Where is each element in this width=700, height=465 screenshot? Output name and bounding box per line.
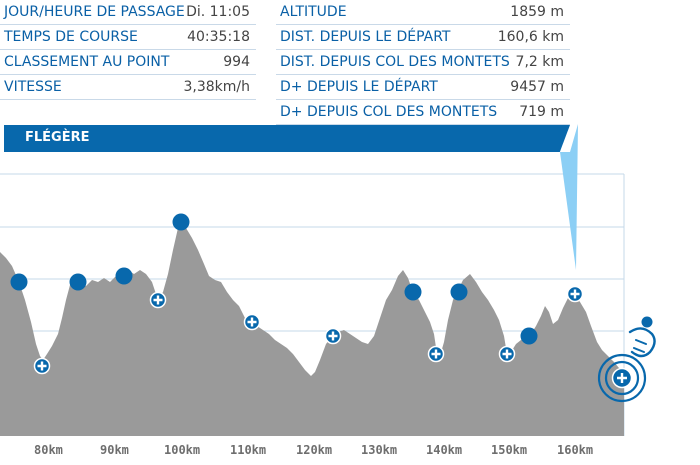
runner-icon xyxy=(628,316,656,358)
x-tick-label: 110km xyxy=(230,443,266,457)
stat-value: Di. 11:05 xyxy=(186,4,250,20)
stat-value: 40:35:18 xyxy=(187,29,250,45)
finish-icon[interactable] xyxy=(597,353,647,403)
aid-station-icon-current[interactable] xyxy=(566,285,584,303)
x-tick-label: 120km xyxy=(296,443,332,457)
stat-row-altitude: ALTITUDE 1859 m xyxy=(276,0,570,25)
x-tick-label: 150km xyxy=(491,443,527,457)
stat-label: CLASSEMENT AU POINT xyxy=(4,54,170,70)
x-tick-label: 160km xyxy=(557,443,593,457)
stat-row-distance-start: DIST. DEPUIS LE DÉPART 160,6 km xyxy=(276,25,570,50)
checkpoint-name: FLÉGÈRE xyxy=(25,130,90,145)
stat-value: 160,6 km xyxy=(497,29,564,45)
stat-row-elevation-gain-col: D+ DEPUIS COL DES MONTETS 719 m xyxy=(276,100,570,125)
stat-value: 994 xyxy=(223,54,250,70)
checkpoint-banner: FLÉGÈRE xyxy=(4,125,570,152)
aid-station-icon[interactable] xyxy=(149,291,167,309)
stats-panel-right: ALTITUDE 1859 m DIST. DEPUIS LE DÉPART 1… xyxy=(276,0,570,125)
checkpoint-markers xyxy=(10,213,584,375)
stats-panel-left: JOUR/HEURE DE PASSAGE Di. 11:05 TEMPS DE… xyxy=(0,0,256,125)
x-tick-label: 90km xyxy=(100,443,129,457)
aid-station-icon[interactable] xyxy=(243,313,261,331)
checkpoint-marker[interactable] xyxy=(10,273,28,291)
stat-value: 719 m xyxy=(519,104,564,120)
checkpoint-marker[interactable] xyxy=(450,283,468,301)
checkpoint-marker[interactable] xyxy=(404,283,422,301)
stat-value: 7,2 km xyxy=(515,54,564,70)
stat-row-distance-col: DIST. DEPUIS COL DES MONTETS 7,2 km xyxy=(276,50,570,75)
x-tick-label: 130km xyxy=(361,443,397,457)
aid-station-icon[interactable] xyxy=(324,327,342,345)
stat-row-elevation-gain-start: D+ DEPUIS LE DÉPART 9457 m xyxy=(276,75,570,100)
stat-label: TEMPS DE COURSE xyxy=(4,29,138,45)
aid-station-icon[interactable] xyxy=(498,345,516,363)
stat-label: D+ DEPUIS LE DÉPART xyxy=(280,79,438,95)
x-tick-label: 80km xyxy=(34,443,63,457)
checkpoint-marker[interactable] xyxy=(69,273,87,291)
aid-station-icon[interactable] xyxy=(427,345,445,363)
checkpoint-marker[interactable] xyxy=(520,327,538,345)
stat-value: 3,38km/h xyxy=(183,79,250,95)
position-pointer xyxy=(560,124,578,270)
checkpoint-marker[interactable] xyxy=(172,213,190,231)
elevation-area xyxy=(0,222,624,436)
stat-row-speed: VITESSE 3,38km/h xyxy=(0,75,256,100)
stat-label: ALTITUDE xyxy=(280,4,347,20)
stat-row-ranking: CLASSEMENT AU POINT 994 xyxy=(0,50,256,75)
stat-value: 1859 m xyxy=(510,4,564,20)
stat-row-passage: JOUR/HEURE DE PASSAGE Di. 11:05 xyxy=(0,0,256,25)
stat-label: DIST. DEPUIS COL DES MONTETS xyxy=(280,54,510,70)
stat-label: JOUR/HEURE DE PASSAGE xyxy=(4,4,185,20)
checkpoint-marker[interactable] xyxy=(115,267,133,285)
x-tick-label: 140km xyxy=(426,443,462,457)
x-tick-label: 100km xyxy=(164,443,200,457)
stat-label: DIST. DEPUIS LE DÉPART xyxy=(280,29,451,45)
stat-label: VITESSE xyxy=(4,79,62,95)
x-axis-ticks: 80km 90km 100km 110km 120km 130km 140km … xyxy=(34,443,593,457)
stat-label: D+ DEPUIS COL DES MONTETS xyxy=(280,104,498,120)
stat-row-race-time: TEMPS DE COURSE 40:35:18 xyxy=(0,25,256,50)
aid-station-icon[interactable] xyxy=(33,357,51,375)
stat-value: 9457 m xyxy=(510,79,564,95)
